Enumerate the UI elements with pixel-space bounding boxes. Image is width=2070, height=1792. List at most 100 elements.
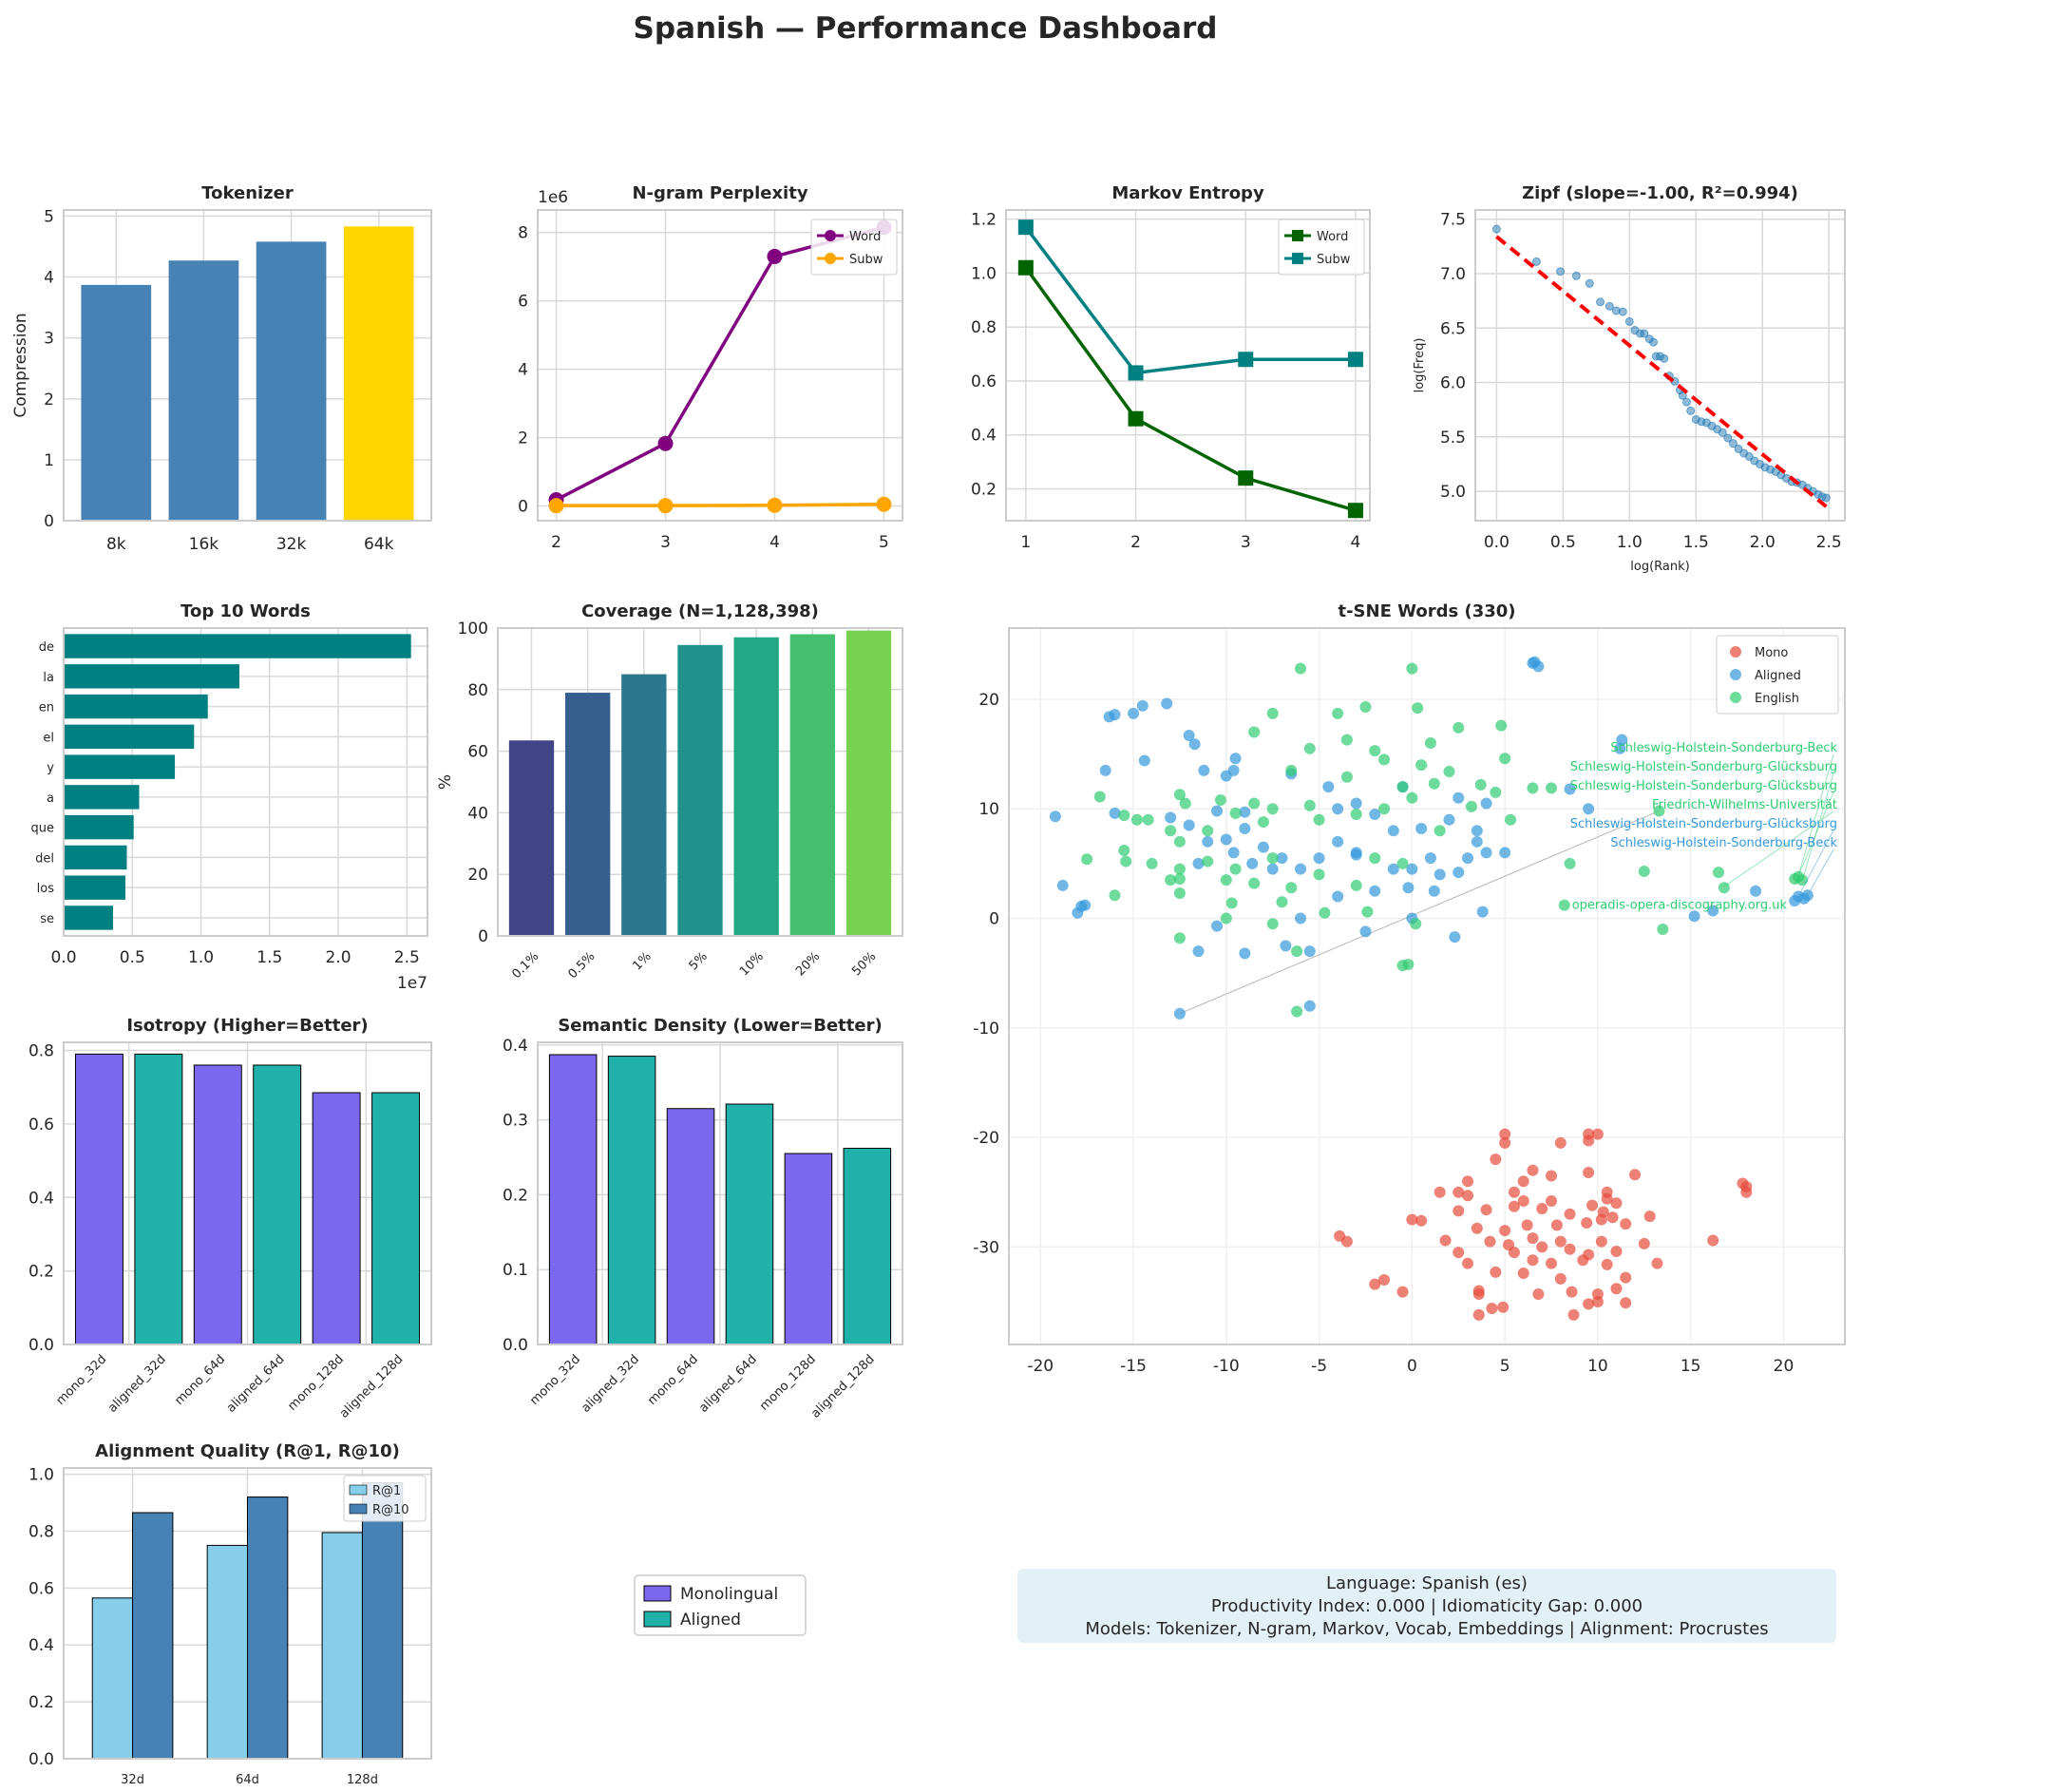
tsne-point-english [1295,662,1307,675]
legend: Mono Aligned English [1716,635,1839,715]
data-point [657,498,674,514]
y-tick-label: 0.6 [971,372,997,391]
tsne-point-english [1173,835,1186,848]
tsne-point-aligned [1198,764,1210,776]
connector-line [1179,810,1660,1015]
tsne-point-mono [1490,1153,1502,1166]
tsne-point-aligned [1295,912,1307,925]
tsne-point-aligned [1424,852,1436,865]
data-point [1128,410,1144,427]
data-point [657,435,674,451]
tsne-point-mono [1546,1257,1558,1269]
tsne-point-aligned [1480,797,1492,810]
tsne-point-aligned [1246,857,1259,869]
tsne-point-mono [1497,1301,1510,1313]
bar-0.5% [565,693,611,936]
tsne-point-english [1495,719,1508,732]
y-tick-label: 0.2 [503,1186,528,1205]
tsne-point-mono [1595,1235,1607,1248]
tsne-point-mono [1546,1194,1558,1207]
legend-label: Aligned [1755,669,1801,683]
tsne-point-english [1248,877,1261,889]
tsne-point-english [1285,764,1298,776]
tsne-point-english [1428,777,1440,790]
zipf-point [1605,301,1614,311]
y-tick-label: se [40,912,54,926]
x-tick-label: 1 [1020,533,1031,552]
y-tick-label: la [43,671,54,685]
bar-mono_64d [666,1108,715,1345]
point-annotation: Schleswig-Holstein-Sonderburg-Beck [1610,836,1837,850]
tsne-point-english [1266,918,1279,930]
tsne-point-aligned [1583,803,1595,815]
zipf-point [1624,316,1634,326]
y-tick-label: 0.8 [28,1042,54,1061]
y-tick-label: 6.0 [1440,374,1466,393]
bar-aligned_64d [253,1064,302,1345]
bar-32k [256,241,327,521]
y-tick-label: 6.5 [1440,319,1466,338]
x-tick-label: -10 [1213,1357,1240,1376]
tsne-point-aligned [1476,906,1489,918]
tsne-point-english [1638,865,1650,877]
tsne-point-aligned [1173,1007,1186,1020]
tsne-point-aligned [1443,813,1455,826]
tsne-point-mono [1508,1200,1520,1212]
tsne-point-aligned [1415,822,1428,834]
tsne-point-english [1340,771,1353,783]
shared-legend: Monolingual Aligned [634,1574,807,1636]
x-tick-label: 1.5 [256,948,282,967]
tsne-point-aligned [1387,825,1399,837]
y-tick-label: 0.2 [971,481,997,500]
tsne-point-aligned [1276,852,1288,865]
chart-zipf: Zipf (slope=-1.00, R²=0.994) 5.0 5.5 6.0 6.5… [1413,183,1846,574]
y-tick-label: 0 [44,512,54,531]
bar-mono_64d [193,1064,242,1345]
zipf-point [1821,493,1831,503]
tsne-point-aligned [1266,863,1279,875]
annotation-leader [1794,791,1834,885]
tsne-point-mono [1490,1266,1502,1278]
tsne-point-mono [1499,1225,1511,1237]
tsne-point-mono [1508,1247,1520,1259]
chart-title: N-gram Perplexity [632,183,807,203]
tsne-point-mono [1453,1186,1465,1198]
x-tick-label: 2 [1130,533,1141,552]
annotation-leader [1723,810,1834,887]
y-tick-label: 1.0 [28,1466,54,1485]
tsne-point-mono [1591,1296,1604,1308]
x-tick-label: aligned_128d [808,1352,877,1420]
tsne-point-aligned [1303,1000,1316,1012]
tsne-point-aligned [1332,835,1344,848]
tsne-point-mono [1406,1213,1418,1226]
zipf-point [1678,391,1687,400]
data-point [1238,470,1254,486]
legend-marker [1292,230,1303,241]
tsne-point-mono [1462,1257,1474,1269]
y-tick-label: los [37,882,55,896]
x-tick-label: aligned_32d [105,1352,169,1416]
tsne-point-mono [1566,1286,1578,1298]
bar-R@1-64d [206,1544,248,1760]
tsne-point-mono [1638,1237,1650,1249]
tsne-point-aligned [1128,707,1140,719]
y-tick-label: 0.4 [28,1636,54,1655]
annotation-leader [1797,829,1834,897]
y-tick-label: 0.2 [28,1263,54,1282]
tsne-point-mono [1462,1190,1474,1202]
zipf-point [1491,224,1501,234]
tsne-point-aligned [1480,847,1492,859]
tsne-point-mono [1581,1217,1593,1230]
tsne-point-mono [1499,1136,1511,1149]
axes-frame [497,627,903,937]
chart-tsne: t-SNE Words (330) -30 -20 -10 0 10 20 -20 -15 -10… [973,601,1846,1376]
x-tick-label: 2.5 [1816,533,1842,552]
tsne-point-aligned [1350,797,1362,810]
zipf-point [1618,307,1627,316]
tsne-point-english [1165,825,1177,837]
tsne-point-mono [1583,1134,1595,1147]
offset-label: 1e6 [538,188,568,207]
zipf-point [1571,271,1581,280]
tsne-point-english [1396,857,1409,869]
